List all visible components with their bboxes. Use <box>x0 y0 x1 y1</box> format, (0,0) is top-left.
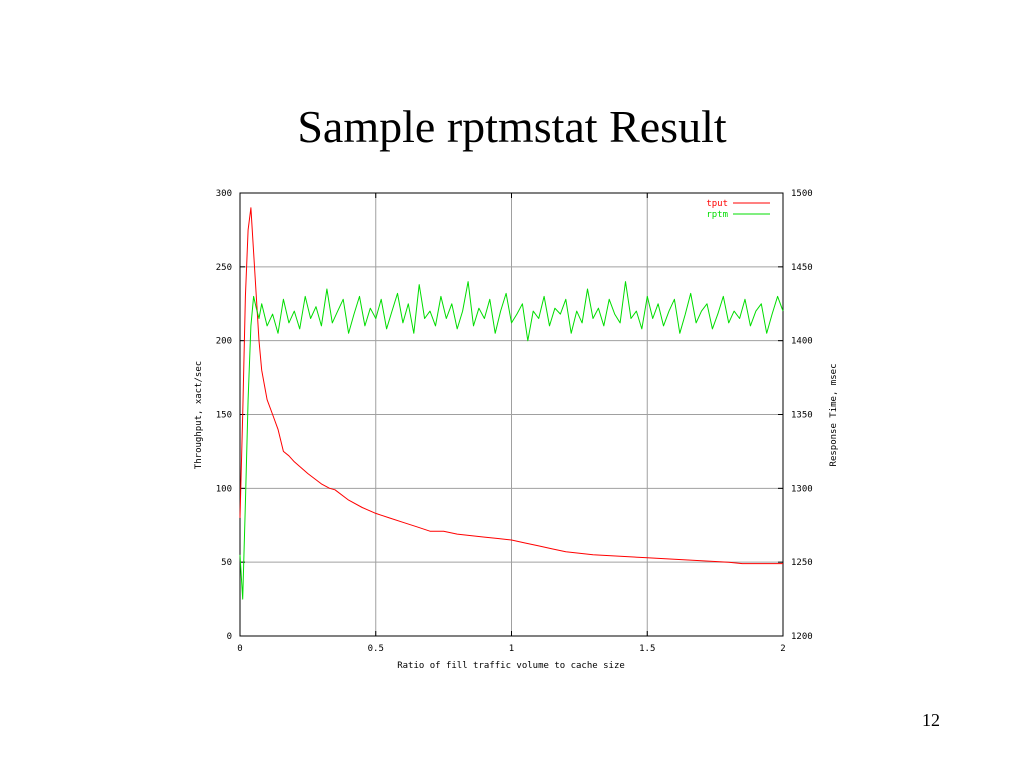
legend: tput rptm <box>706 199 770 220</box>
x-tick-label: 0.5 <box>368 644 384 654</box>
y-axis-left-label: Throughput, xact/sec <box>194 361 204 469</box>
y-left-tick-label: 300 <box>216 189 232 199</box>
series-line-tput <box>239 207 783 565</box>
legend-label-tput: tput <box>706 199 728 209</box>
y-left-tick-label: 250 <box>216 263 232 273</box>
page-number: 12 <box>922 710 940 730</box>
y-left-tick-label: 0 <box>227 632 232 642</box>
y-right-tick-label: 1500 <box>791 189 813 199</box>
x-tick-label: 0 <box>237 644 242 654</box>
y-left-tick-label: 100 <box>216 484 232 494</box>
x-tick-label: 1 <box>509 644 514 654</box>
x-axis-label: Ratio of fill traffic volume to cache si… <box>397 661 625 671</box>
x-tick-label: 2 <box>780 644 785 654</box>
y-right-tick-label: 1350 <box>791 411 813 421</box>
y-right-tick-label: 1250 <box>791 558 813 568</box>
series-lines <box>239 207 784 600</box>
slide-title: Sample rptmstat Result <box>297 101 727 152</box>
y-right-tick-label: 1400 <box>791 337 813 347</box>
grid-lines <box>240 193 783 636</box>
legend-label-rptm: rptm <box>706 210 728 220</box>
y-right-tick-label: 1450 <box>791 263 813 273</box>
y-right-tick-label: 1300 <box>791 484 813 494</box>
y-axis-right-label: Response Time, msec <box>829 364 839 467</box>
x-tick-label: 1.5 <box>639 644 655 654</box>
y-left-tick-label: 150 <box>216 411 232 421</box>
axis-ticks: 0 0.5 1 1.5 2 0 50 100 150 200 250 300 1200 1250 1300 1… <box>216 189 813 654</box>
series-line-rptm <box>239 281 784 600</box>
y-left-tick-label: 200 <box>216 337 232 347</box>
y-right-tick-label: 1200 <box>791 632 813 642</box>
y-left-tick-label: 50 <box>221 558 232 568</box>
